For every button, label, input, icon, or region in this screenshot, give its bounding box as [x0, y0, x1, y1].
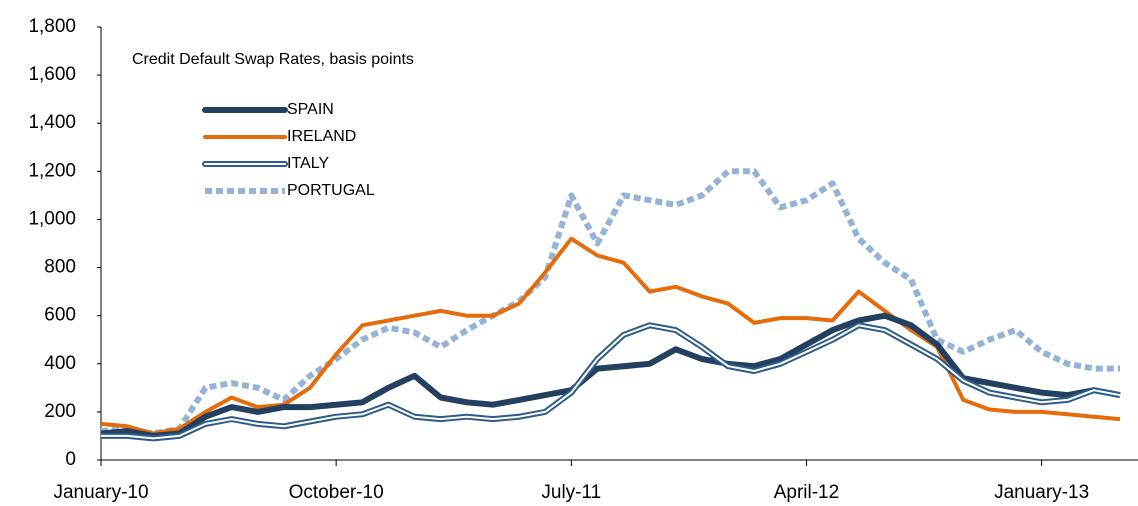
- y-tick-label: 400: [44, 353, 76, 374]
- y-tick-label: 600: [44, 305, 76, 326]
- legend-label: SPAIN: [287, 101, 334, 118]
- y-tick-label: 800: [44, 257, 76, 278]
- y-tick-label: 1,400: [28, 112, 76, 133]
- x-tick-label: July-11: [541, 482, 601, 503]
- legend-label: PORTUGAL: [287, 182, 375, 199]
- y-tick-label: 200: [44, 401, 76, 422]
- legend-label: IRELAND: [287, 128, 356, 145]
- series-line: [100, 236, 1121, 436]
- y-tick-label: 1,800: [28, 16, 76, 37]
- chart-title: Credit Default Swap Rates, basis points: [132, 51, 414, 68]
- series-line: [100, 168, 1120, 437]
- series-line: [100, 312, 1121, 439]
- x-tick-label: January-13: [994, 482, 1089, 503]
- series-line-inner: [101, 324, 1121, 440]
- y-tick-label: 1,000: [28, 208, 76, 229]
- x-tick-label: October-10: [289, 482, 384, 503]
- x-tick-label: April-12: [774, 482, 839, 503]
- x-tick-label: January-10: [53, 482, 148, 503]
- legend-label: ITALY: [287, 155, 329, 172]
- y-tick-label: 1,200: [28, 160, 76, 181]
- y-tick-label: 1,600: [28, 64, 76, 85]
- y-tick-label: 0: [65, 449, 76, 470]
